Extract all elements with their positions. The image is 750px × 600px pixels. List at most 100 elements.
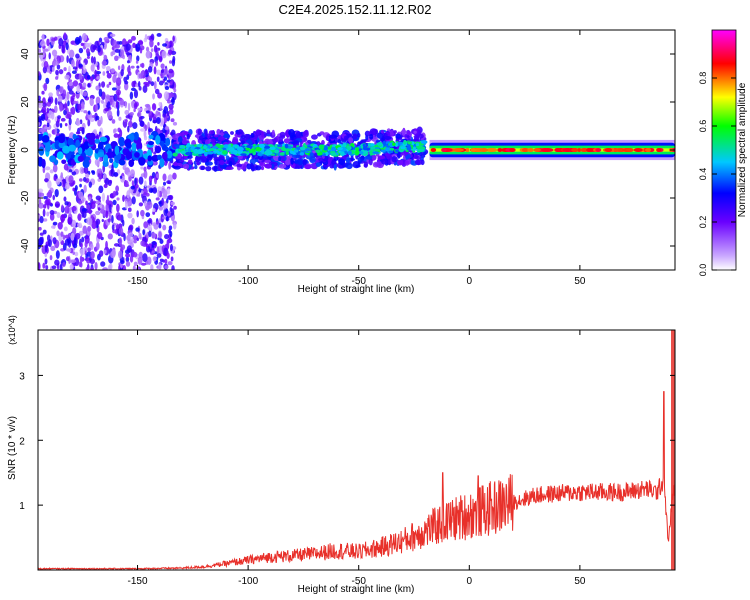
- spectrogram-cell: [152, 222, 157, 227]
- spectrogram-cell: [56, 64, 61, 70]
- spectrogram-cell: [370, 146, 376, 150]
- spectrogram-cell: [95, 241, 100, 251]
- spectrogram-cell: [102, 71, 106, 76]
- spectrogram-cell: [60, 172, 64, 179]
- spectrogram-cell: [126, 142, 132, 149]
- spectrogram-cell: [82, 225, 88, 234]
- spectrogram-cell: [101, 218, 104, 223]
- spectrogram-cell: [91, 114, 95, 118]
- spectrogram-cell: [141, 190, 144, 195]
- spectrogram-cell: [68, 90, 74, 95]
- spectrogram-cell: [139, 120, 145, 127]
- spectrogram-cell: [82, 82, 87, 88]
- spectrogram-cell: [497, 148, 503, 152]
- spectrogram-cell: [345, 162, 353, 170]
- spectrogram-cell: [162, 43, 168, 47]
- spectrogram-cell: [74, 251, 79, 257]
- spectrogram-cell: [51, 49, 58, 57]
- spectrogram-cell: [82, 210, 87, 219]
- spectrogram-cell: [404, 160, 410, 166]
- spectrogram-cell: [387, 158, 392, 166]
- spectrogram-cell: [143, 170, 148, 179]
- spectrogram-cell: [79, 183, 82, 188]
- spectrogram-cell: [124, 109, 130, 116]
- snr-end-marker: [671, 330, 675, 570]
- spectrogram-cell: [132, 122, 138, 130]
- spectrogram-cell: [110, 168, 114, 174]
- spectrogram-cell: [271, 129, 275, 136]
- spectrogram-cell: [171, 97, 175, 106]
- spectrogram-cell: [44, 244, 48, 253]
- spectrogram-cell: [118, 250, 123, 259]
- spectrogram-cell: [128, 224, 134, 231]
- spectrogram-cell: [382, 140, 387, 146]
- spectrogram-cell: [133, 239, 137, 244]
- colorbar-tick-label: 0.8: [698, 72, 708, 85]
- spectrogram-cell: [181, 139, 188, 145]
- spectrogram-cell: [197, 149, 203, 155]
- spectrogram-cell: [150, 264, 154, 270]
- spectrogram-cell: [127, 172, 131, 177]
- colorbar-ticks: 0.0 0.2 0.4 0.6 0.8: [698, 72, 736, 276]
- spectrogram-cell: [158, 206, 163, 211]
- spectrogram-cell: [64, 102, 68, 111]
- spectrogram-cell: [252, 143, 256, 147]
- spectrogram-cell: [62, 234, 66, 240]
- spectrogram-cell: [233, 149, 238, 155]
- spectrogram-cell: [346, 145, 352, 151]
- spectrogram-cell: [148, 134, 154, 140]
- spectrogram-cell: [75, 53, 80, 59]
- spectrogram-cell: [77, 213, 82, 221]
- spectrogram-cell: [213, 165, 218, 172]
- spectrogram-cell: [62, 178, 66, 188]
- bottom-y-axis-label: SNR (10 * v/v): [7, 416, 18, 480]
- spectrogram-cell: [94, 261, 98, 270]
- spectrogram-cell: [145, 46, 150, 52]
- spectrogram-cell: [54, 36, 58, 41]
- spectrogram-cell: [63, 32, 67, 40]
- x-tick-label: -100: [238, 576, 258, 587]
- spectrogram-cell: [299, 152, 305, 156]
- spectrogram-cell: [52, 221, 58, 226]
- spectrogram-cell: [401, 129, 406, 136]
- spectrogram-cell: [38, 122, 41, 126]
- spectrogram-cell: [140, 209, 145, 217]
- spectrogram-cell: [137, 107, 143, 111]
- spectrogram-cell: [68, 117, 72, 126]
- spectrogram-cell: [126, 60, 130, 64]
- spectrogram-cell: [53, 105, 58, 114]
- spectrogram-cell: [128, 159, 135, 167]
- spectrogram-cell: [60, 117, 66, 122]
- y-tick-label: 2: [19, 436, 25, 447]
- spectrogram-cell: [161, 50, 167, 59]
- spectrogram-cell: [45, 77, 50, 85]
- spectrogram-cell: [122, 194, 125, 202]
- spectrogram-cell: [135, 60, 139, 64]
- spectrogram-cell: [392, 142, 396, 146]
- spectrogram-cell: [106, 194, 110, 204]
- spectrogram-cell: [325, 135, 330, 141]
- spectrogram-cell: [44, 258, 48, 265]
- spectrogram-cell: [54, 259, 60, 266]
- spectrogram-cell: [213, 150, 220, 153]
- spectrogram-cell: [204, 129, 208, 138]
- spectrogram-cell: [160, 69, 165, 73]
- spectrogram-cell: [76, 84, 81, 94]
- spectrogram-cell: [205, 166, 212, 172]
- spectrogram-cell: [68, 81, 73, 87]
- spectrogram-cell: [403, 139, 407, 145]
- spectrogram-cell: [44, 178, 49, 183]
- spectrogram-cell: [194, 164, 198, 170]
- spectrogram-cell: [362, 146, 368, 151]
- spectrogram-cell: [289, 150, 294, 154]
- spectrogram-cell: [208, 130, 214, 135]
- spectrogram-cell: [164, 126, 170, 131]
- spectrogram-cell: [68, 79, 73, 83]
- spectrogram-cell: [86, 204, 91, 210]
- spectrogram-cell: [75, 119, 81, 126]
- top-y-axis: -40 -20 0 20 40: [20, 48, 675, 253]
- spectrogram-cell: [87, 110, 91, 115]
- spectrogram-cell: [103, 36, 110, 42]
- spectrogram-cell: [106, 101, 111, 110]
- spectrogram-cell: [395, 149, 399, 153]
